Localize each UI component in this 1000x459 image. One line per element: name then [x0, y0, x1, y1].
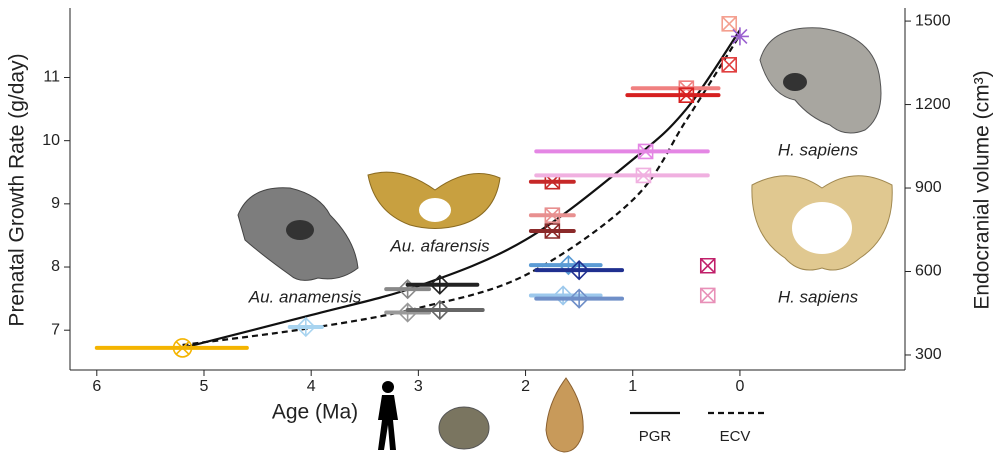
afarensis-pelvis — [367, 171, 501, 229]
data-point — [721, 15, 738, 32]
data-point — [569, 288, 590, 309]
data-point — [429, 274, 450, 295]
x-tick-label: 6 — [92, 378, 101, 395]
y-tick-label: 10 — [42, 132, 60, 149]
y-tick-label: 8 — [51, 258, 60, 275]
data-point — [397, 302, 418, 323]
trend-line — [182, 34, 741, 347]
data-point — [699, 287, 716, 304]
data-point — [678, 87, 695, 103]
y-tick-label: 11 — [43, 69, 60, 86]
trend-line — [182, 29, 741, 349]
human-silhouette — [378, 381, 398, 450]
y2-tick-label: 300 — [915, 346, 942, 363]
x-axis-title: Age (Ma) — [272, 401, 358, 424]
y2-tick-label: 1500 — [915, 12, 951, 29]
data-point — [172, 338, 193, 358]
y2-tick-label: 600 — [915, 263, 942, 280]
stone-tool — [438, 406, 490, 450]
sapiens-skull — [759, 27, 882, 134]
annotation: H. sapiens — [778, 287, 859, 306]
x-tick-label: 3 — [414, 378, 423, 395]
y2-tick-label: 900 — [915, 179, 942, 196]
data-point — [544, 223, 561, 239]
y2-axis-title: Endocranial volume (cm³) — [971, 70, 994, 309]
y2-tick-label: 1200 — [915, 96, 951, 113]
data-point — [637, 143, 654, 160]
handaxe — [545, 377, 584, 453]
legend-label: PGR — [639, 428, 672, 445]
y-axis-title: Prenatal Growth Rate (g/day) — [6, 53, 29, 326]
x-tick-label: 0 — [735, 378, 744, 395]
data-point — [699, 257, 716, 274]
sapiens-pelvis — [751, 175, 893, 271]
y-tick-label: 7 — [51, 321, 60, 338]
annotation: H. sapiens — [778, 140, 859, 159]
data-point — [552, 285, 574, 306]
anamensis-skull — [237, 187, 359, 281]
annotation: Au. anamensis — [248, 287, 362, 306]
y-tick-label: 9 — [51, 195, 60, 212]
data-point — [544, 207, 561, 224]
x-tick-label: 5 — [200, 378, 209, 395]
x-tick-label: 4 — [307, 378, 316, 395]
data-point — [721, 57, 738, 73]
x-tick-label: 2 — [521, 378, 530, 395]
data-point — [635, 167, 652, 184]
x-tick-label: 1 — [628, 378, 637, 395]
data-point — [730, 27, 749, 46]
annotation: Au. afarensis — [389, 236, 490, 255]
data-point — [295, 316, 316, 338]
data-point — [569, 260, 590, 281]
legend-label: ECV — [720, 428, 751, 445]
data-point — [429, 299, 450, 321]
